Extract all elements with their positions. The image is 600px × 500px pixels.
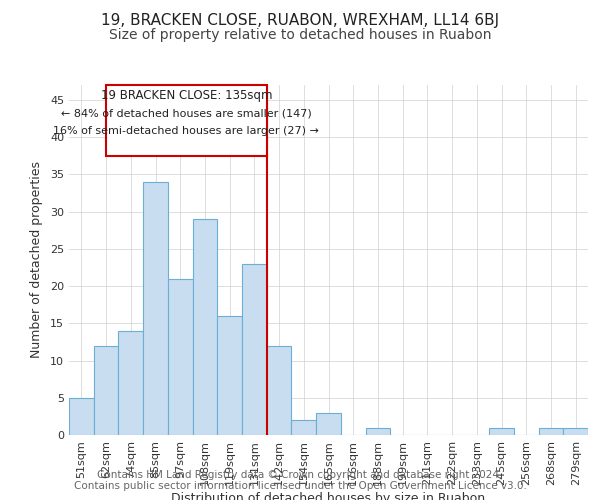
Bar — [267, 346, 292, 435]
Text: 19, BRACKEN CLOSE, RUABON, WREXHAM, LL14 6BJ: 19, BRACKEN CLOSE, RUABON, WREXHAM, LL14… — [101, 12, 499, 28]
Text: 16% of semi-detached houses are larger (27) →: 16% of semi-detached houses are larger (… — [53, 126, 319, 136]
Bar — [292, 420, 316, 435]
Bar — [563, 428, 588, 435]
FancyBboxPatch shape — [106, 85, 267, 156]
Bar — [217, 316, 242, 435]
Text: 19 BRACKEN CLOSE: 135sqm: 19 BRACKEN CLOSE: 135sqm — [101, 90, 272, 102]
X-axis label: Distribution of detached houses by size in Ruabon: Distribution of detached houses by size … — [172, 492, 485, 500]
Bar — [365, 428, 390, 435]
Bar — [489, 428, 514, 435]
Text: Contains public sector information licensed under the Open Government Licence v3: Contains public sector information licen… — [74, 481, 526, 491]
Bar — [539, 428, 563, 435]
Y-axis label: Number of detached properties: Number of detached properties — [30, 162, 43, 358]
Bar — [316, 412, 341, 435]
Bar — [69, 398, 94, 435]
Text: Size of property relative to detached houses in Ruabon: Size of property relative to detached ho… — [109, 28, 491, 42]
Bar — [242, 264, 267, 435]
Bar — [94, 346, 118, 435]
Text: ← 84% of detached houses are smaller (147): ← 84% of detached houses are smaller (14… — [61, 109, 312, 119]
Bar — [168, 278, 193, 435]
Bar — [143, 182, 168, 435]
Bar — [118, 330, 143, 435]
Bar — [193, 219, 217, 435]
Text: Contains HM Land Registry data © Crown copyright and database right 2024.: Contains HM Land Registry data © Crown c… — [97, 470, 503, 480]
